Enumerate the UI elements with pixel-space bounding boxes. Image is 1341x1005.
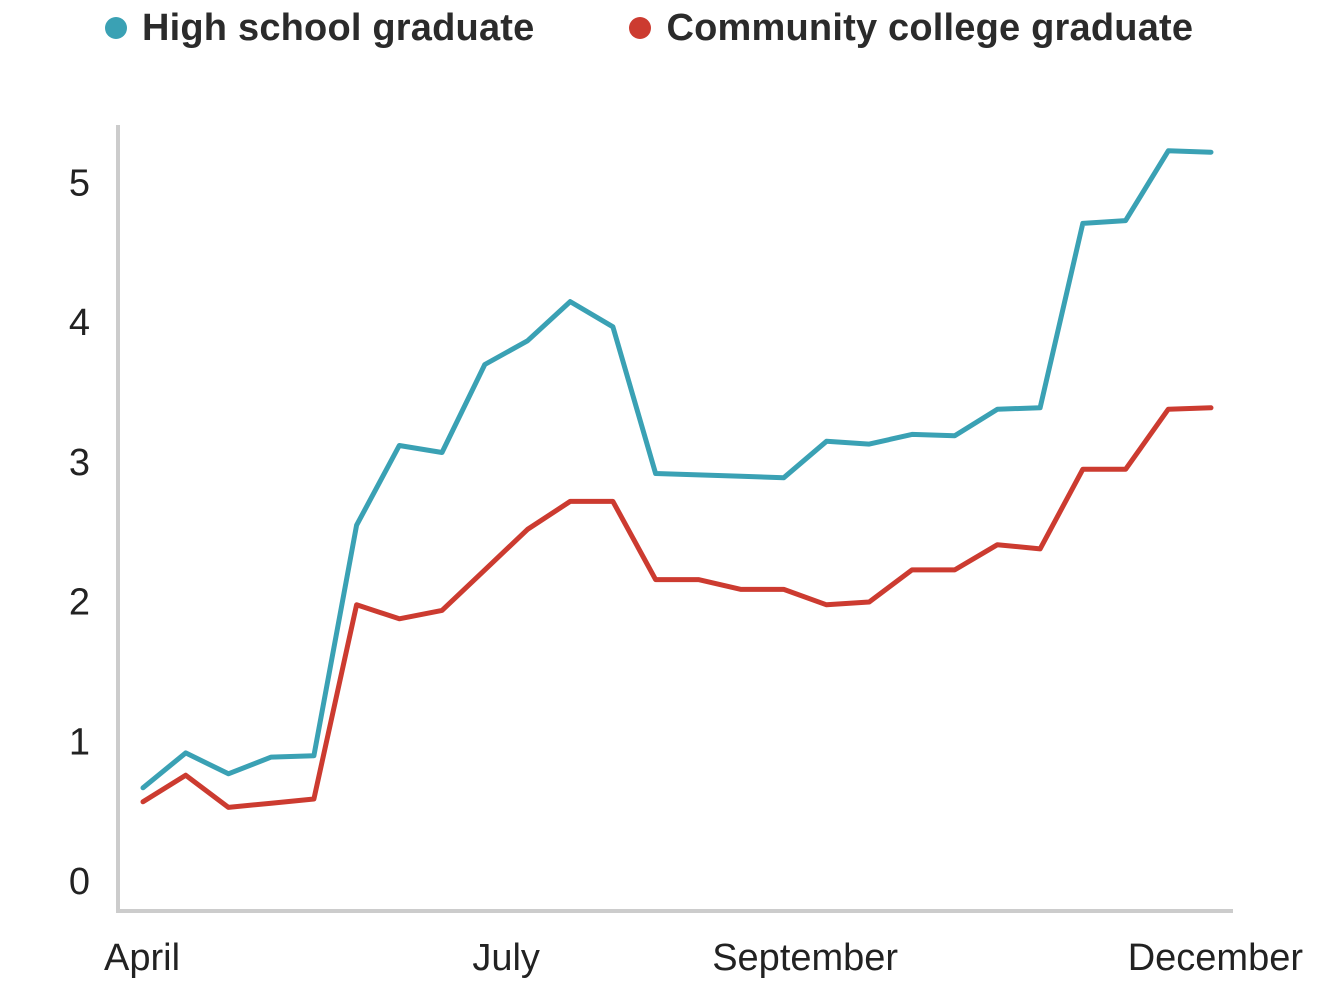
legend-item-high-school: High school graduate	[105, 7, 534, 50]
series-line-community-college	[140, 405, 1214, 810]
y-tick-label: 5	[69, 163, 90, 205]
series-line-high-school	[140, 148, 1214, 791]
legend-item-community-college: Community college graduate	[629, 7, 1193, 50]
legend-label-community-college: Community college graduate	[666, 6, 1194, 49]
x-tick-label: December	[1128, 937, 1304, 979]
legend-marker-community-college	[629, 17, 652, 39]
y-tick-label: 1	[69, 721, 90, 763]
x-tick-label: September	[712, 937, 898, 979]
legend-marker-high-school	[105, 17, 127, 39]
y-tick-labels: 0 1 2 3 4 5	[69, 163, 90, 904]
axes	[116, 125, 1233, 913]
x-tick-label: April	[104, 937, 180, 979]
y-tick-label: 2	[69, 582, 90, 624]
y-tick-label: 3	[69, 442, 90, 484]
y-tick-label: 0	[69, 861, 90, 903]
series-lines	[140, 148, 1214, 810]
legend-label-high-school: High school graduate	[142, 6, 535, 49]
x-tick-label: July	[472, 937, 540, 979]
x-tick-labels: April July September December	[104, 937, 1303, 979]
legend: High school graduate Community college g…	[105, 6, 1288, 50]
y-tick-label: 4	[69, 302, 90, 344]
